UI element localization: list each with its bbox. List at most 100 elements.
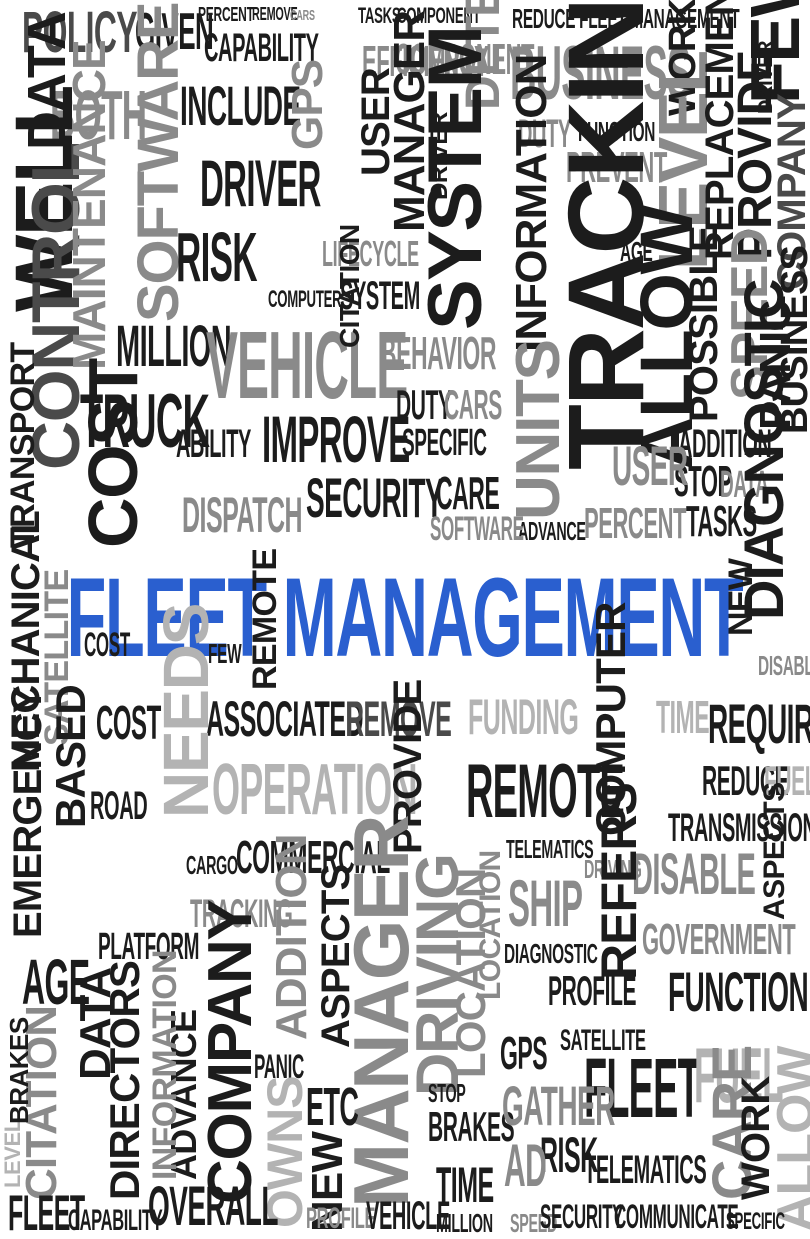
word: CARE — [436, 467, 500, 519]
word: GOVERNMENT — [642, 915, 796, 964]
word: VEHICLE — [206, 312, 408, 419]
word: NEW — [722, 558, 760, 636]
word: ADDITION — [678, 422, 772, 466]
word: BRAKES — [428, 1103, 515, 1150]
word: SECURITY — [306, 466, 444, 529]
word: TASKS — [686, 497, 757, 546]
word: DIAGNOSTIC — [504, 938, 598, 969]
word: GPS — [500, 1027, 548, 1079]
word: NEEDS — [150, 603, 222, 818]
word: REMOVE — [346, 691, 452, 747]
word: BRAKES — [4, 1017, 34, 1124]
word: BOTH — [50, 76, 147, 154]
word: TIME — [656, 691, 710, 743]
word: OVERALL — [148, 1174, 278, 1237]
word: SOFTWARE — [430, 510, 524, 548]
word: DRIVER — [200, 146, 321, 220]
word: DRIVER — [426, 112, 453, 200]
word: COMPUTER — [268, 286, 342, 313]
word: COMPANY — [196, 900, 265, 1204]
word: AGE — [620, 236, 653, 267]
word: MILLION — [436, 1208, 493, 1238]
word: FUNDING — [468, 689, 579, 745]
word: ABILITY — [176, 422, 251, 466]
word: INFORMATION — [507, 54, 556, 352]
word: REDUCE — [702, 757, 789, 804]
word: TELEMATICS — [506, 834, 594, 864]
word: VEHICLE — [366, 1194, 450, 1238]
word: ALLOW — [767, 1046, 810, 1232]
word: SECURITY — [540, 1198, 624, 1236]
word: ADVANCE — [518, 516, 586, 546]
word: MAINTENANCE — [63, 40, 115, 370]
word: GIVEN — [135, 3, 214, 61]
word: DIRECTORS — [101, 960, 148, 1200]
word: DRIVING — [584, 854, 642, 884]
word: RISK — [540, 1127, 598, 1183]
word: POLICY — [22, 0, 138, 65]
word: GATHER — [502, 1074, 615, 1137]
word: FUNCTION — [578, 116, 656, 147]
word: REFERS — [591, 783, 647, 980]
word: COMPONENT — [395, 35, 535, 84]
word: CAPABILITY — [68, 1204, 163, 1237]
word: DATA — [720, 464, 769, 506]
word: BEHAVIOR — [380, 327, 497, 379]
word: FUEL — [694, 1031, 784, 1119]
word: COST — [84, 626, 130, 664]
word: SATELLITE — [560, 1024, 646, 1057]
word: BASED — [47, 685, 94, 828]
word: COMMUNICATE — [614, 1198, 739, 1236]
word: ADDITION — [267, 834, 316, 1040]
word: IMPROVE — [262, 402, 410, 476]
word: RISK — [176, 218, 258, 296]
word: PROFILE — [548, 967, 637, 1014]
word: USER — [612, 434, 688, 497]
word: DISPATCH — [182, 487, 303, 543]
word: SPEED — [510, 1208, 558, 1238]
word: DISABLE — [632, 842, 756, 907]
word: PERCENT — [198, 4, 254, 26]
word: ASSOCIATED — [206, 691, 364, 747]
word: ROAD — [90, 784, 148, 828]
word: STOP — [674, 457, 732, 506]
word: PLATFORM — [98, 926, 200, 968]
word: DISABLE — [758, 650, 810, 681]
word: FUEL — [764, 757, 810, 804]
word: LOCATION — [474, 850, 507, 1000]
word: COST — [96, 697, 161, 750]
word: TRANSMISSION — [668, 806, 810, 850]
word: DUTY — [396, 381, 452, 428]
word: EFFICIENCY — [362, 37, 489, 86]
word: FEW — [208, 638, 242, 669]
word: GPS — [283, 59, 332, 150]
word: CAPABILITY — [204, 26, 319, 70]
word: BUSINESS — [510, 31, 691, 116]
word: PREVENT — [566, 143, 667, 192]
word: PANIC — [254, 1048, 304, 1086]
word: UNITS — [504, 340, 573, 520]
word: CARGO — [186, 850, 238, 880]
word: CITATION — [334, 224, 365, 348]
word: TASKS — [358, 3, 401, 28]
focus-phrase: FLEET MANAGEMENT — [66, 548, 743, 688]
word: DUTY — [518, 112, 571, 156]
word: CARS — [290, 7, 315, 24]
word: ASPECTS — [314, 864, 358, 1048]
word: STOP — [428, 1078, 466, 1108]
word: LIFECYCLE — [322, 233, 419, 274]
word: PROFILE — [306, 1202, 376, 1235]
word: REQUIRES — [708, 692, 810, 755]
word: TIME — [436, 1157, 494, 1213]
word: MILLION — [116, 314, 232, 379]
focus-phrase-text: FLEET MANAGEMENT — [66, 555, 743, 680]
word: PERCENT — [584, 499, 687, 548]
word: SPECIFIC — [726, 1208, 785, 1235]
word: POSSIBLE — [682, 226, 726, 422]
word: REMOTE — [246, 548, 284, 690]
word: INFORMATION — [146, 950, 184, 1180]
word: FUNCTION — [668, 960, 809, 1023]
word: EMERGENCY — [6, 687, 50, 938]
word: SHIP — [508, 866, 583, 940]
